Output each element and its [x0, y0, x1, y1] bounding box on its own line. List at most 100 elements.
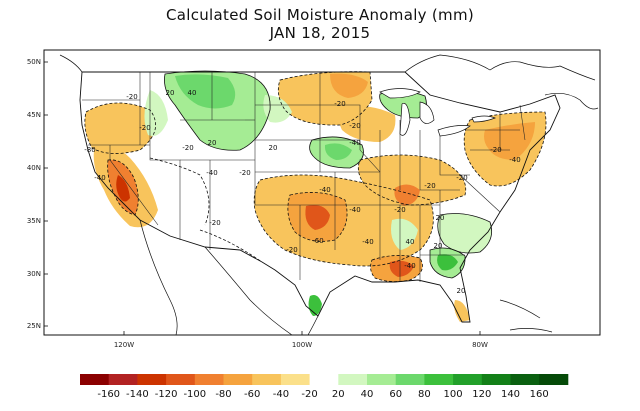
contour-label: 20 [457, 287, 466, 295]
colorbar-label: -40 [273, 389, 289, 400]
dry-area-oklahoma-peak [305, 205, 330, 230]
contour-label: 40 [406, 238, 415, 246]
lat-label: 45N [27, 111, 41, 119]
colorbar-label: -60 [244, 389, 260, 400]
contour-label: -20 [286, 246, 297, 254]
contour-label: 20 [269, 144, 278, 152]
colorbar-swatch [137, 374, 167, 385]
colorbar-label: -20 [301, 389, 317, 400]
dry-area-california-peak [116, 175, 130, 202]
contour-label: -40 [206, 169, 217, 177]
colorbar-swatch [108, 374, 138, 385]
colorbar-swatch [166, 374, 196, 385]
dry-area-northeast-core [484, 122, 535, 160]
dry-contours [84, 71, 547, 282]
contour-label: 20 [166, 89, 175, 97]
map-frame [43, 49, 601, 336]
colorbar-label: 80 [418, 389, 431, 400]
colorbar-swatch [510, 374, 540, 385]
contour-label: -20 [424, 182, 435, 190]
great-lakes [379, 88, 496, 137]
dry-area-midwest [338, 106, 396, 142]
contour-label: 20 [434, 242, 443, 250]
lat-label: 30N [27, 270, 41, 278]
contour-label: -40 [349, 206, 360, 214]
colorbar-swatch [453, 374, 483, 385]
lake-superior [379, 88, 421, 99]
wet-area-dakotas [263, 95, 292, 123]
lon-label: 120W [114, 341, 134, 349]
colorbar-label: 20 [332, 389, 345, 400]
colorbar-label: -80 [215, 389, 231, 400]
state-boundaries [82, 72, 526, 282]
colorbar-swatch [80, 374, 110, 385]
contour-label: -20 [126, 93, 137, 101]
colorbar-label: 60 [389, 389, 402, 400]
contour-label: -20 [456, 174, 467, 182]
lon-label: 80W [472, 341, 488, 349]
contour-label: -40 [94, 174, 105, 182]
contour-label: 40 [188, 89, 197, 97]
colorbar-swatch [252, 374, 282, 385]
contour-label: -20 [182, 144, 193, 152]
colorbar-label: 160 [530, 389, 549, 400]
wet-area-alabama [391, 218, 418, 250]
dry-anomaly-areas [84, 71, 546, 322]
colorbar-swatch [223, 374, 253, 385]
colorbar-swatch [338, 374, 368, 385]
colorbar-label: 140 [501, 389, 520, 400]
map-title: Calculated Soil Moisture Anomaly (mm) [165, 6, 475, 24]
colorbar-label: -140 [126, 389, 149, 400]
contour-label: -20 [239, 169, 250, 177]
colorbar-label: -160 [97, 389, 120, 400]
colorbar-swatch [395, 374, 425, 385]
wet-area-nebraska-core [324, 143, 352, 160]
dry-area-florida [454, 300, 470, 322]
map-date: JAN 18, 2015 [269, 24, 371, 42]
contour-labels: -20 -20 -40 -80 -20 -20 -40 -20 -20 -40 … [84, 89, 520, 295]
contour-label: -80 [84, 146, 95, 154]
lake-ontario [471, 115, 496, 123]
dry-area-plains-core [330, 73, 368, 98]
lake-michigan [399, 103, 411, 136]
lake-erie [437, 125, 471, 137]
lat-label: 40N [27, 164, 41, 172]
lat-label: 25N [27, 322, 41, 330]
dry-area-northwest [84, 102, 156, 154]
lat-label: 35N [27, 217, 41, 225]
us-outline [79, 71, 561, 323]
colorbar-swatch [539, 374, 569, 385]
contour-label: -40 [319, 186, 330, 194]
colorbar-legend: -160 -140 -120 -100 -80 -60 -40 -20 20 40 60 80 100 1… [80, 374, 569, 400]
colorbar-swatch [280, 374, 310, 385]
contour-label: -40 [362, 238, 373, 246]
colorbar-swatch [194, 374, 224, 385]
contour-label: -20 [209, 219, 220, 227]
contour-label: -40 [349, 139, 360, 147]
dry-area-gulf-peak [389, 260, 414, 277]
axis-ticks [44, 61, 481, 335]
contour-label: -20 [334, 100, 345, 108]
contour-label: -20 [490, 146, 501, 154]
neighbor-coastlines [59, 54, 599, 335]
dry-area-ohio-valley [358, 155, 466, 205]
colorbar-swatch [309, 374, 339, 385]
wet-contours [164, 70, 493, 279]
wet-area-montana-core [175, 74, 236, 109]
colorbar-swatch [481, 374, 511, 385]
colorbar-label: 40 [361, 389, 374, 400]
wet-area-carolinas [437, 213, 492, 253]
contour-label: 20 [436, 214, 445, 222]
wet-area-idaho [144, 90, 168, 136]
contour-label: -40 [509, 156, 520, 164]
wet-area-georgia-core [437, 254, 458, 271]
colorbar-label: -120 [155, 389, 178, 400]
lat-label: 50N [27, 58, 41, 66]
colorbar-swatch [424, 374, 454, 385]
contour-label: -20 [139, 124, 150, 132]
colorbar-label: -100 [183, 389, 206, 400]
dry-area-tennessee [394, 184, 420, 206]
colorbar-swatch [367, 374, 397, 385]
colorbar-label: 100 [444, 389, 463, 400]
